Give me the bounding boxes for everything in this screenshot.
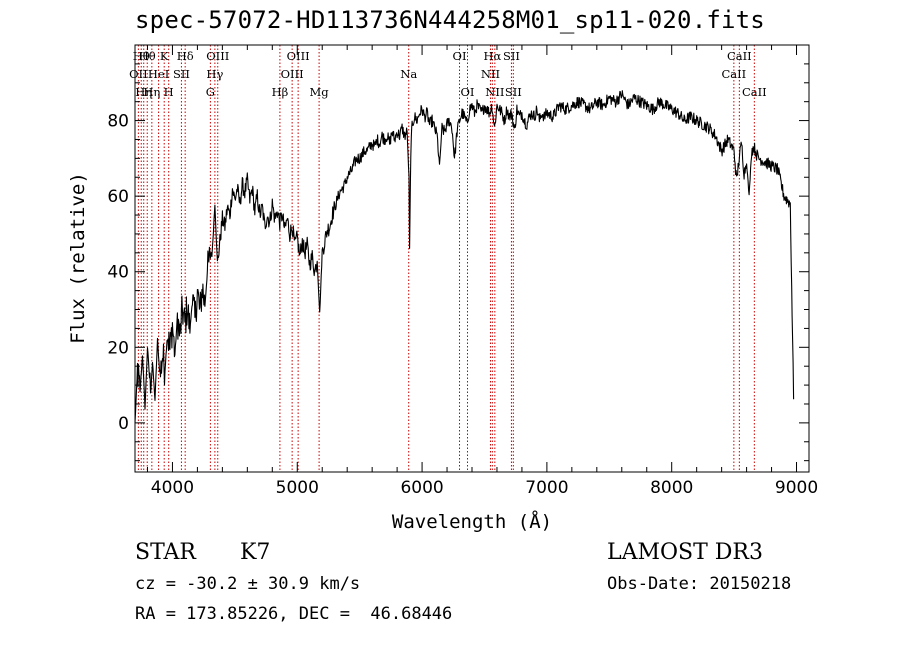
line-marker-label: Hθ [139, 49, 156, 63]
y-tick-label: 20 [107, 338, 129, 358]
x-tick-label: 9000 [775, 478, 818, 498]
line-marker-label: Hβ [272, 85, 289, 99]
line-marker-label: NII [485, 85, 504, 99]
line-marker-label: G [206, 85, 215, 99]
line-marker-label: Hδ [177, 49, 194, 63]
line-marker-label: Na [400, 67, 417, 81]
x-axis-label: Wavelength (Å) [392, 510, 552, 533]
x-tick-label: 5000 [276, 478, 319, 498]
y-tick-label: 80 [107, 112, 129, 132]
obs-date: Obs-Date: 20150218 [607, 574, 792, 594]
line-marker-label: Hθ [133, 49, 150, 63]
line-marker-label: Hη [135, 85, 152, 99]
spectrum-line [134, 90, 795, 423]
line-marker-label: OII [129, 67, 148, 81]
line-marker-label: OI [453, 49, 467, 63]
line-marker-label: OIII [287, 49, 310, 63]
line-marker-label: OI [461, 85, 475, 99]
coordinates: RA = 173.85226, DEC = 46.68446 [135, 604, 453, 624]
line-marker-label: SII [173, 67, 190, 81]
redshift-cz: cz = -30.2 ± 30.9 km/s [135, 574, 361, 594]
x-tick-label: 4000 [151, 478, 194, 498]
line-markers [137, 45, 755, 472]
line-marker-label: CaII [727, 49, 752, 63]
chart-title: spec-57072-HD113736N444258M01_sp11-020.f… [135, 6, 765, 34]
line-marker-label: H [164, 85, 174, 99]
line-marker-label: CaII [721, 67, 746, 81]
object-class: STAR [135, 540, 196, 565]
line-marker-label: Mg [310, 85, 330, 99]
object-subclass: K7 [240, 540, 271, 565]
line-marker-label: SII [503, 49, 520, 63]
line-marker-label: Hη [143, 85, 160, 99]
line-marker-label: OIII [281, 67, 304, 81]
line-marker-label: HeI [148, 67, 169, 81]
line-marker-labels: OII Hθ Hη Hθ Hη HeI K H SII Hδ G Hγ OIII Hβ OIII OIII Mg… [129, 49, 767, 99]
line-marker-label: Hγ [206, 67, 223, 81]
y-tick-label: 0 [118, 414, 129, 434]
x-tick-label: 8000 [650, 478, 693, 498]
y-axis-ticks: 0 20 40 60 80 [107, 44, 809, 462]
line-marker-label: SII [505, 85, 522, 99]
y-axis-label: Flux (relative) [67, 172, 89, 344]
line-marker-label: NII [481, 67, 500, 81]
x-tick-label: 6000 [400, 478, 443, 498]
line-marker-label: K [160, 49, 169, 63]
line-marker-label: Hα [483, 49, 501, 63]
survey-name: LAMOST DR3 [607, 540, 763, 565]
y-tick-label: 40 [107, 263, 129, 283]
y-tick-label: 60 [107, 187, 129, 207]
line-marker-label: CaII [742, 85, 767, 99]
x-axis-ticks: 4000 5000 6000 7000 8000 9000 [146, 45, 818, 498]
line-marker-label: OIII [206, 49, 229, 63]
x-tick-label: 7000 [525, 478, 568, 498]
